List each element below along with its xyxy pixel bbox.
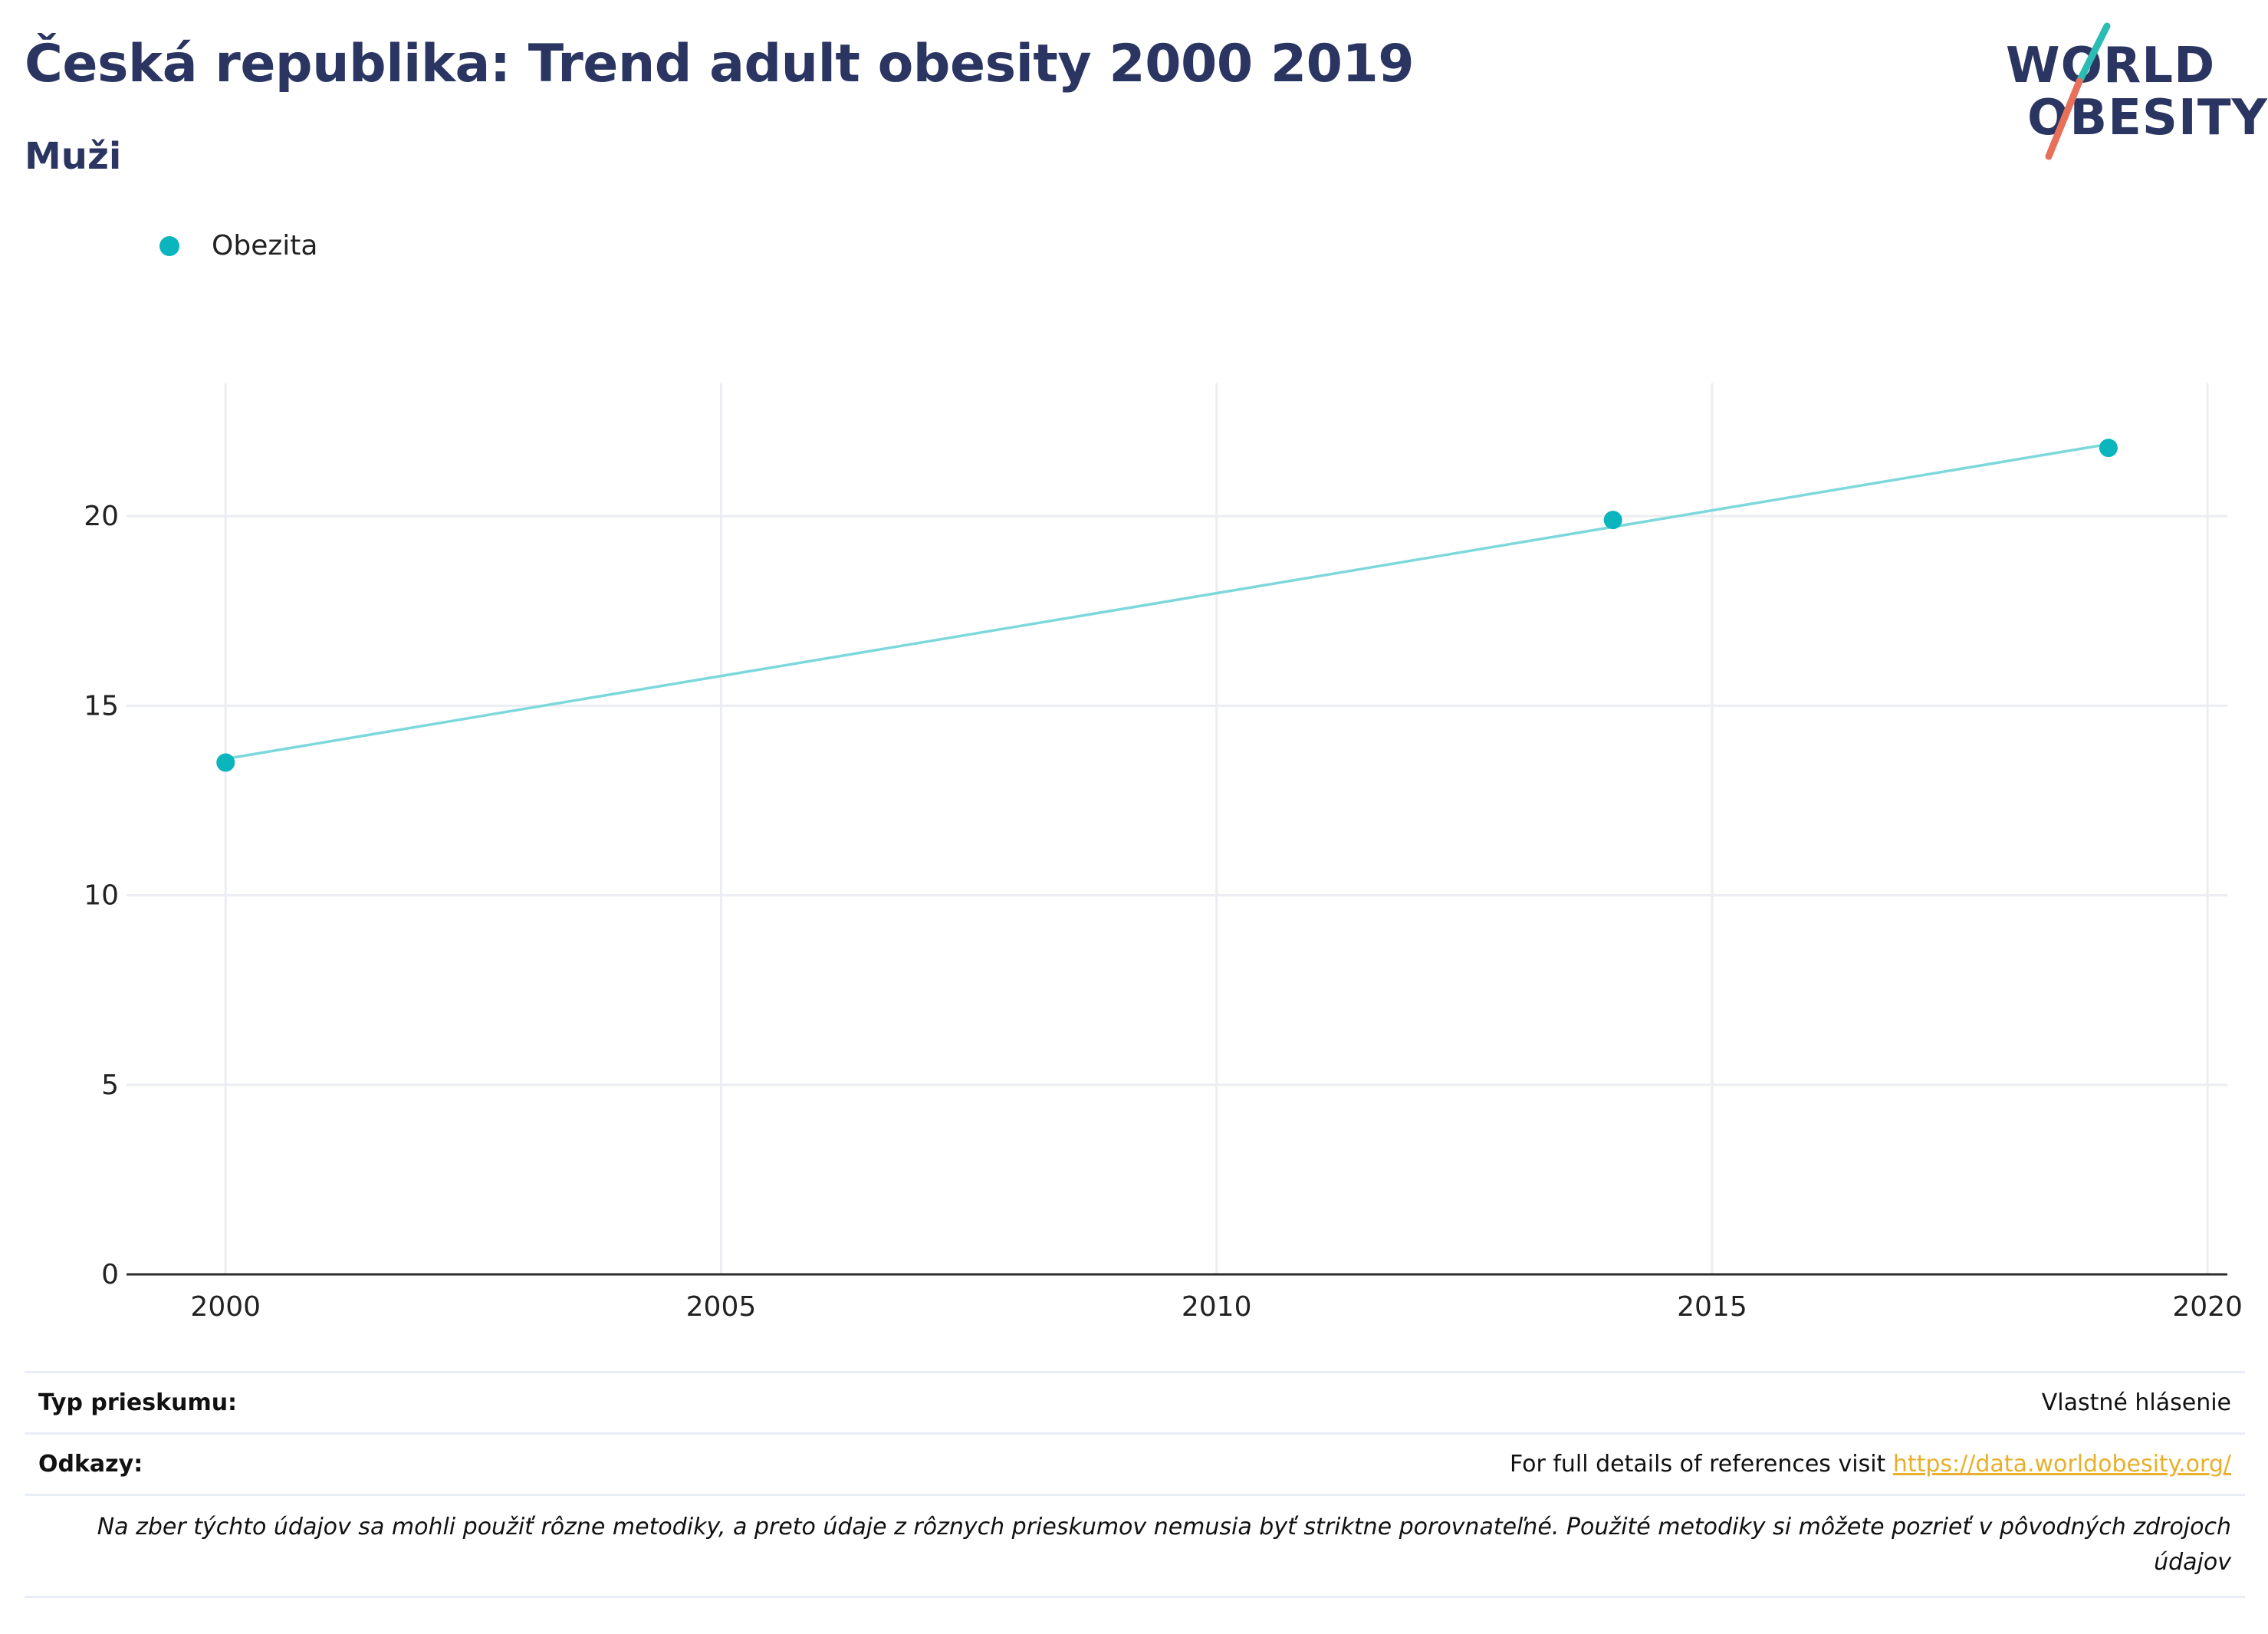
- trend-line: [225, 442, 2109, 761]
- x-tick-label: 2000: [190, 1291, 261, 1323]
- x-tick-label: 2010: [1182, 1291, 1252, 1323]
- data-point: [1603, 511, 1622, 530]
- survey-type-value: Vlastné hlásenie: [2041, 1389, 2231, 1416]
- references-link[interactable]: https://data.worldobesity.org/: [1892, 1451, 2231, 1478]
- survey-type-label: Typ prieskumu:: [38, 1389, 238, 1416]
- line-chart: 2000 2005 2010 2015 2020 0 5 10 15 20: [84, 383, 2243, 1323]
- x-tick-label: 2005: [686, 1291, 757, 1323]
- chart-axes: 2000 2005 2010 2015 2020 0 5 10 15 20: [84, 501, 2243, 1323]
- y-tick-label: 5: [101, 1070, 119, 1101]
- chart-subtitle: Muži: [25, 135, 122, 178]
- footer-references-row: Odkazy: For full details of references v…: [25, 1432, 2245, 1494]
- chart-title: Česká republika: Trend adult obesity 200…: [25, 34, 1415, 94]
- world-obesity-logo: WORLD OBESITY: [1994, 21, 2267, 167]
- y-tick-label: 10: [84, 880, 119, 912]
- logo-slash-icon: [2045, 22, 2111, 160]
- data-point: [216, 753, 235, 772]
- chart-legend[interactable]: Obezita: [159, 230, 317, 261]
- footer-survey-row: Typ prieskumu: Vlastné hlásenie: [25, 1371, 2245, 1432]
- data-point: [2099, 439, 2118, 458]
- references-text: For full details of references visit: [1509, 1451, 1886, 1478]
- logo-word-world: WORLD: [2006, 38, 2216, 94]
- references-label: Odkazy:: [38, 1451, 143, 1478]
- x-tick-label: 2020: [2172, 1291, 2243, 1323]
- chart-series: [216, 439, 2118, 772]
- chart-footer: Typ prieskumu: Vlastné hlásenie Odkazy: …: [25, 1371, 2245, 1598]
- y-tick-label: 0: [101, 1259, 119, 1290]
- x-tick-label: 2015: [1677, 1291, 1747, 1323]
- chart-grid: [127, 383, 2227, 1274]
- legend-marker-icon: [159, 235, 179, 256]
- y-tick-label: 20: [84, 501, 119, 532]
- y-tick-label: 15: [84, 690, 119, 722]
- legend-label-obezita: Obezita: [212, 230, 318, 261]
- methodology-note: Na zber týchto údajov sa mohli použiť rô…: [25, 1494, 2245, 1598]
